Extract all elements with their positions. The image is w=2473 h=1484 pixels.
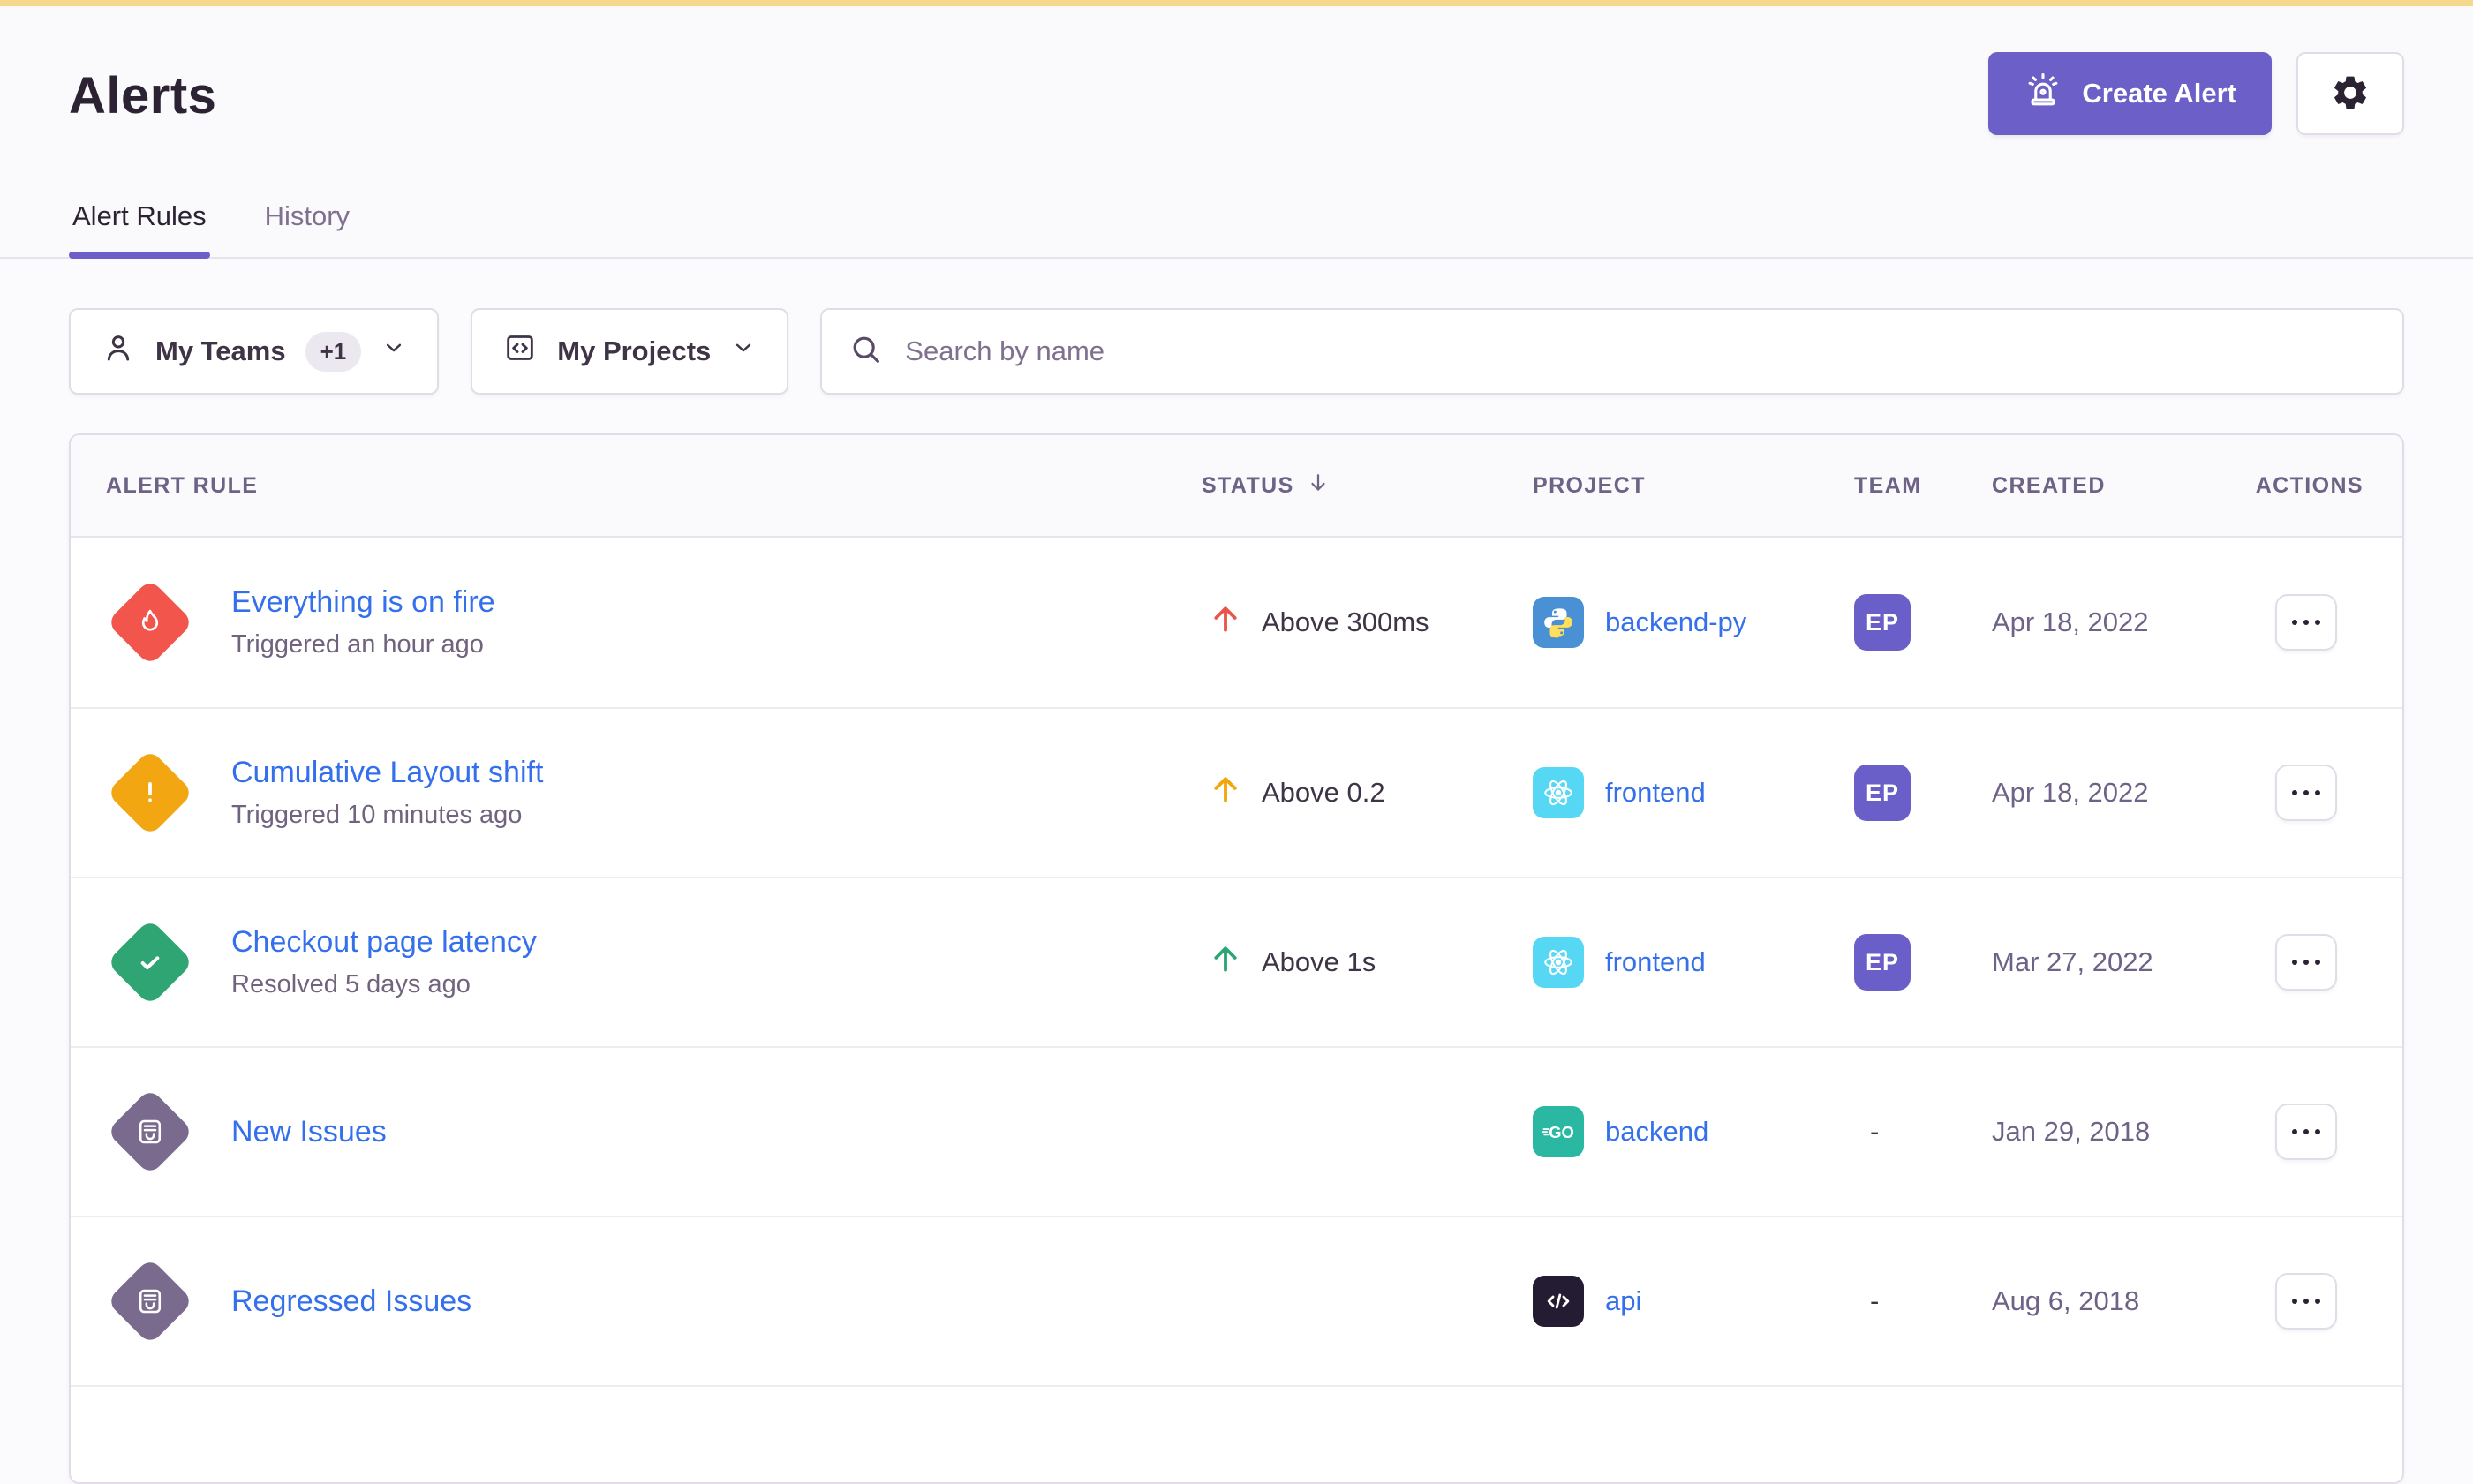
project-link[interactable]: frontend — [1605, 777, 1706, 808]
arrow-up-icon — [1207, 771, 1244, 815]
teams-extra-count-badge: +1 — [305, 331, 362, 372]
ellipsis-icon — [2292, 1129, 2320, 1134]
ellipsis-icon — [2292, 620, 2320, 625]
chevron-down-icon — [730, 335, 757, 368]
header-actions: Create Alert — [1988, 52, 2404, 135]
alert-rule-link[interactable]: Regressed Issues — [231, 1284, 472, 1318]
go-logo-icon: GO — [1533, 1106, 1584, 1157]
column-header-project[interactable]: Project — [1533, 472, 1646, 498]
search-input[interactable] — [903, 335, 2376, 368]
project-link[interactable]: api — [1605, 1285, 1642, 1316]
react-logo-icon — [1533, 937, 1584, 988]
alert-rule-link[interactable]: New Issues — [231, 1114, 387, 1149]
row-actions-button[interactable] — [2275, 934, 2337, 991]
page-header: Alerts Create Alert — [0, 6, 2473, 259]
row-actions-button[interactable] — [2275, 765, 2337, 821]
tab-bar: Alert Rules History — [69, 200, 2404, 259]
react-logo-icon — [1533, 767, 1584, 818]
table-body: Everything is on fire Triggered an hour … — [71, 538, 2402, 1482]
table-row: Regressed Issues api - Aug 6, 2018 — [71, 1216, 2402, 1385]
alert-rule-link[interactable]: Everything is on fire — [231, 585, 495, 619]
create-alert-label: Create Alert — [2082, 78, 2236, 109]
ellipsis-icon — [2292, 790, 2320, 795]
created-date: Jan 29, 2018 — [1992, 1116, 2151, 1147]
tab-alert-rules[interactable]: Alert Rules — [69, 200, 210, 259]
user-icon — [101, 330, 136, 373]
alert-rule-link[interactable]: Checkout page latency — [231, 925, 537, 959]
created-date: Mar 27, 2022 — [1992, 946, 2153, 977]
page-title: Alerts — [69, 67, 217, 124]
team-empty-value: - — [1870, 1285, 1880, 1316]
top-accent-strip — [0, 0, 2473, 6]
siren-icon — [2024, 71, 2062, 117]
created-date: Apr 18, 2022 — [1992, 777, 2149, 808]
chevron-down-icon — [381, 335, 407, 368]
arrow-up-icon — [1207, 600, 1244, 644]
table-row: Everything is on fire Triggered an hour … — [71, 538, 2402, 707]
table-row: Checkout page latency Resolved 5 days ag… — [71, 877, 2402, 1046]
arrow-up-icon — [1207, 940, 1244, 984]
severity-critical-icon — [106, 578, 194, 667]
tab-history[interactable]: History — [264, 200, 351, 231]
alert-rule-link[interactable]: Cumulative Layout shift — [231, 756, 544, 789]
search-box — [820, 308, 2404, 395]
teams-filter-label: My Teams — [155, 335, 286, 366]
alert-rule-detail: Triggered 10 minutes ago — [231, 801, 523, 829]
window-code-icon — [502, 330, 538, 373]
column-header-created[interactable]: Created — [1992, 472, 2106, 498]
main-content: My Teams +1 My Projects — [0, 259, 2473, 1484]
project-link[interactable]: backend-py — [1605, 606, 1747, 637]
row-actions-button[interactable] — [2275, 1104, 2337, 1160]
ellipsis-icon — [2292, 1299, 2320, 1304]
alert-rule-detail: Resolved 5 days ago — [231, 970, 471, 998]
filter-bar: My Teams +1 My Projects — [69, 308, 2404, 395]
gear-icon — [2330, 72, 2371, 116]
table-row-partial — [71, 1385, 2402, 1482]
team-empty-value: - — [1870, 1116, 1880, 1147]
team-avatar: EP — [1854, 934, 1911, 991]
row-actions-button[interactable] — [2275, 1273, 2337, 1330]
team-avatar: EP — [1854, 594, 1911, 651]
severity-warning-icon — [106, 749, 194, 837]
search-icon — [848, 332, 884, 372]
project-link[interactable]: frontend — [1605, 946, 1706, 977]
team-avatar: EP — [1854, 765, 1911, 821]
column-header-actions: Actions — [2255, 472, 2364, 498]
projects-filter-button[interactable]: My Projects — [471, 308, 789, 395]
table-row: Cumulative Layout shift Triggered 10 min… — [71, 707, 2402, 877]
alert-rule-detail: Triggered an hour ago — [231, 630, 484, 659]
column-header-status[interactable]: Status — [1202, 470, 1533, 502]
row-actions-button[interactable] — [2275, 594, 2337, 651]
status-label: Above 300ms — [1262, 606, 1429, 637]
status-label: Above 1s — [1262, 946, 1376, 977]
status-label: Above 0.2 — [1262, 777, 1385, 808]
teams-filter-button[interactable]: My Teams +1 — [69, 308, 440, 395]
severity-resolved-icon — [106, 918, 194, 1006]
table-row: New Issues GO backend - Jan 29, 2018 — [71, 1046, 2402, 1216]
arrow-down-icon — [1305, 470, 1331, 502]
code-brackets-icon — [1533, 1276, 1584, 1327]
settings-button[interactable] — [2296, 52, 2404, 135]
create-alert-button[interactable]: Create Alert — [1988, 52, 2272, 135]
table-header: Alert Rule Status Project Team Created A… — [71, 435, 2402, 538]
created-date: Apr 18, 2022 — [1992, 606, 2149, 637]
projects-filter-label: My Projects — [557, 335, 712, 366]
svg-text:GO: GO — [1549, 1123, 1574, 1141]
severity-issue-icon — [106, 1257, 194, 1345]
column-header-team[interactable]: Team — [1854, 472, 1922, 498]
severity-issue-icon — [106, 1088, 194, 1176]
project-link[interactable]: backend — [1605, 1116, 1709, 1147]
alert-rules-table: Alert Rule Status Project Team Created A… — [69, 433, 2404, 1484]
ellipsis-icon — [2292, 960, 2320, 965]
python-logo-icon — [1533, 597, 1584, 648]
created-date: Aug 6, 2018 — [1992, 1285, 2140, 1316]
column-header-alert-rule[interactable]: Alert Rule — [106, 472, 259, 498]
